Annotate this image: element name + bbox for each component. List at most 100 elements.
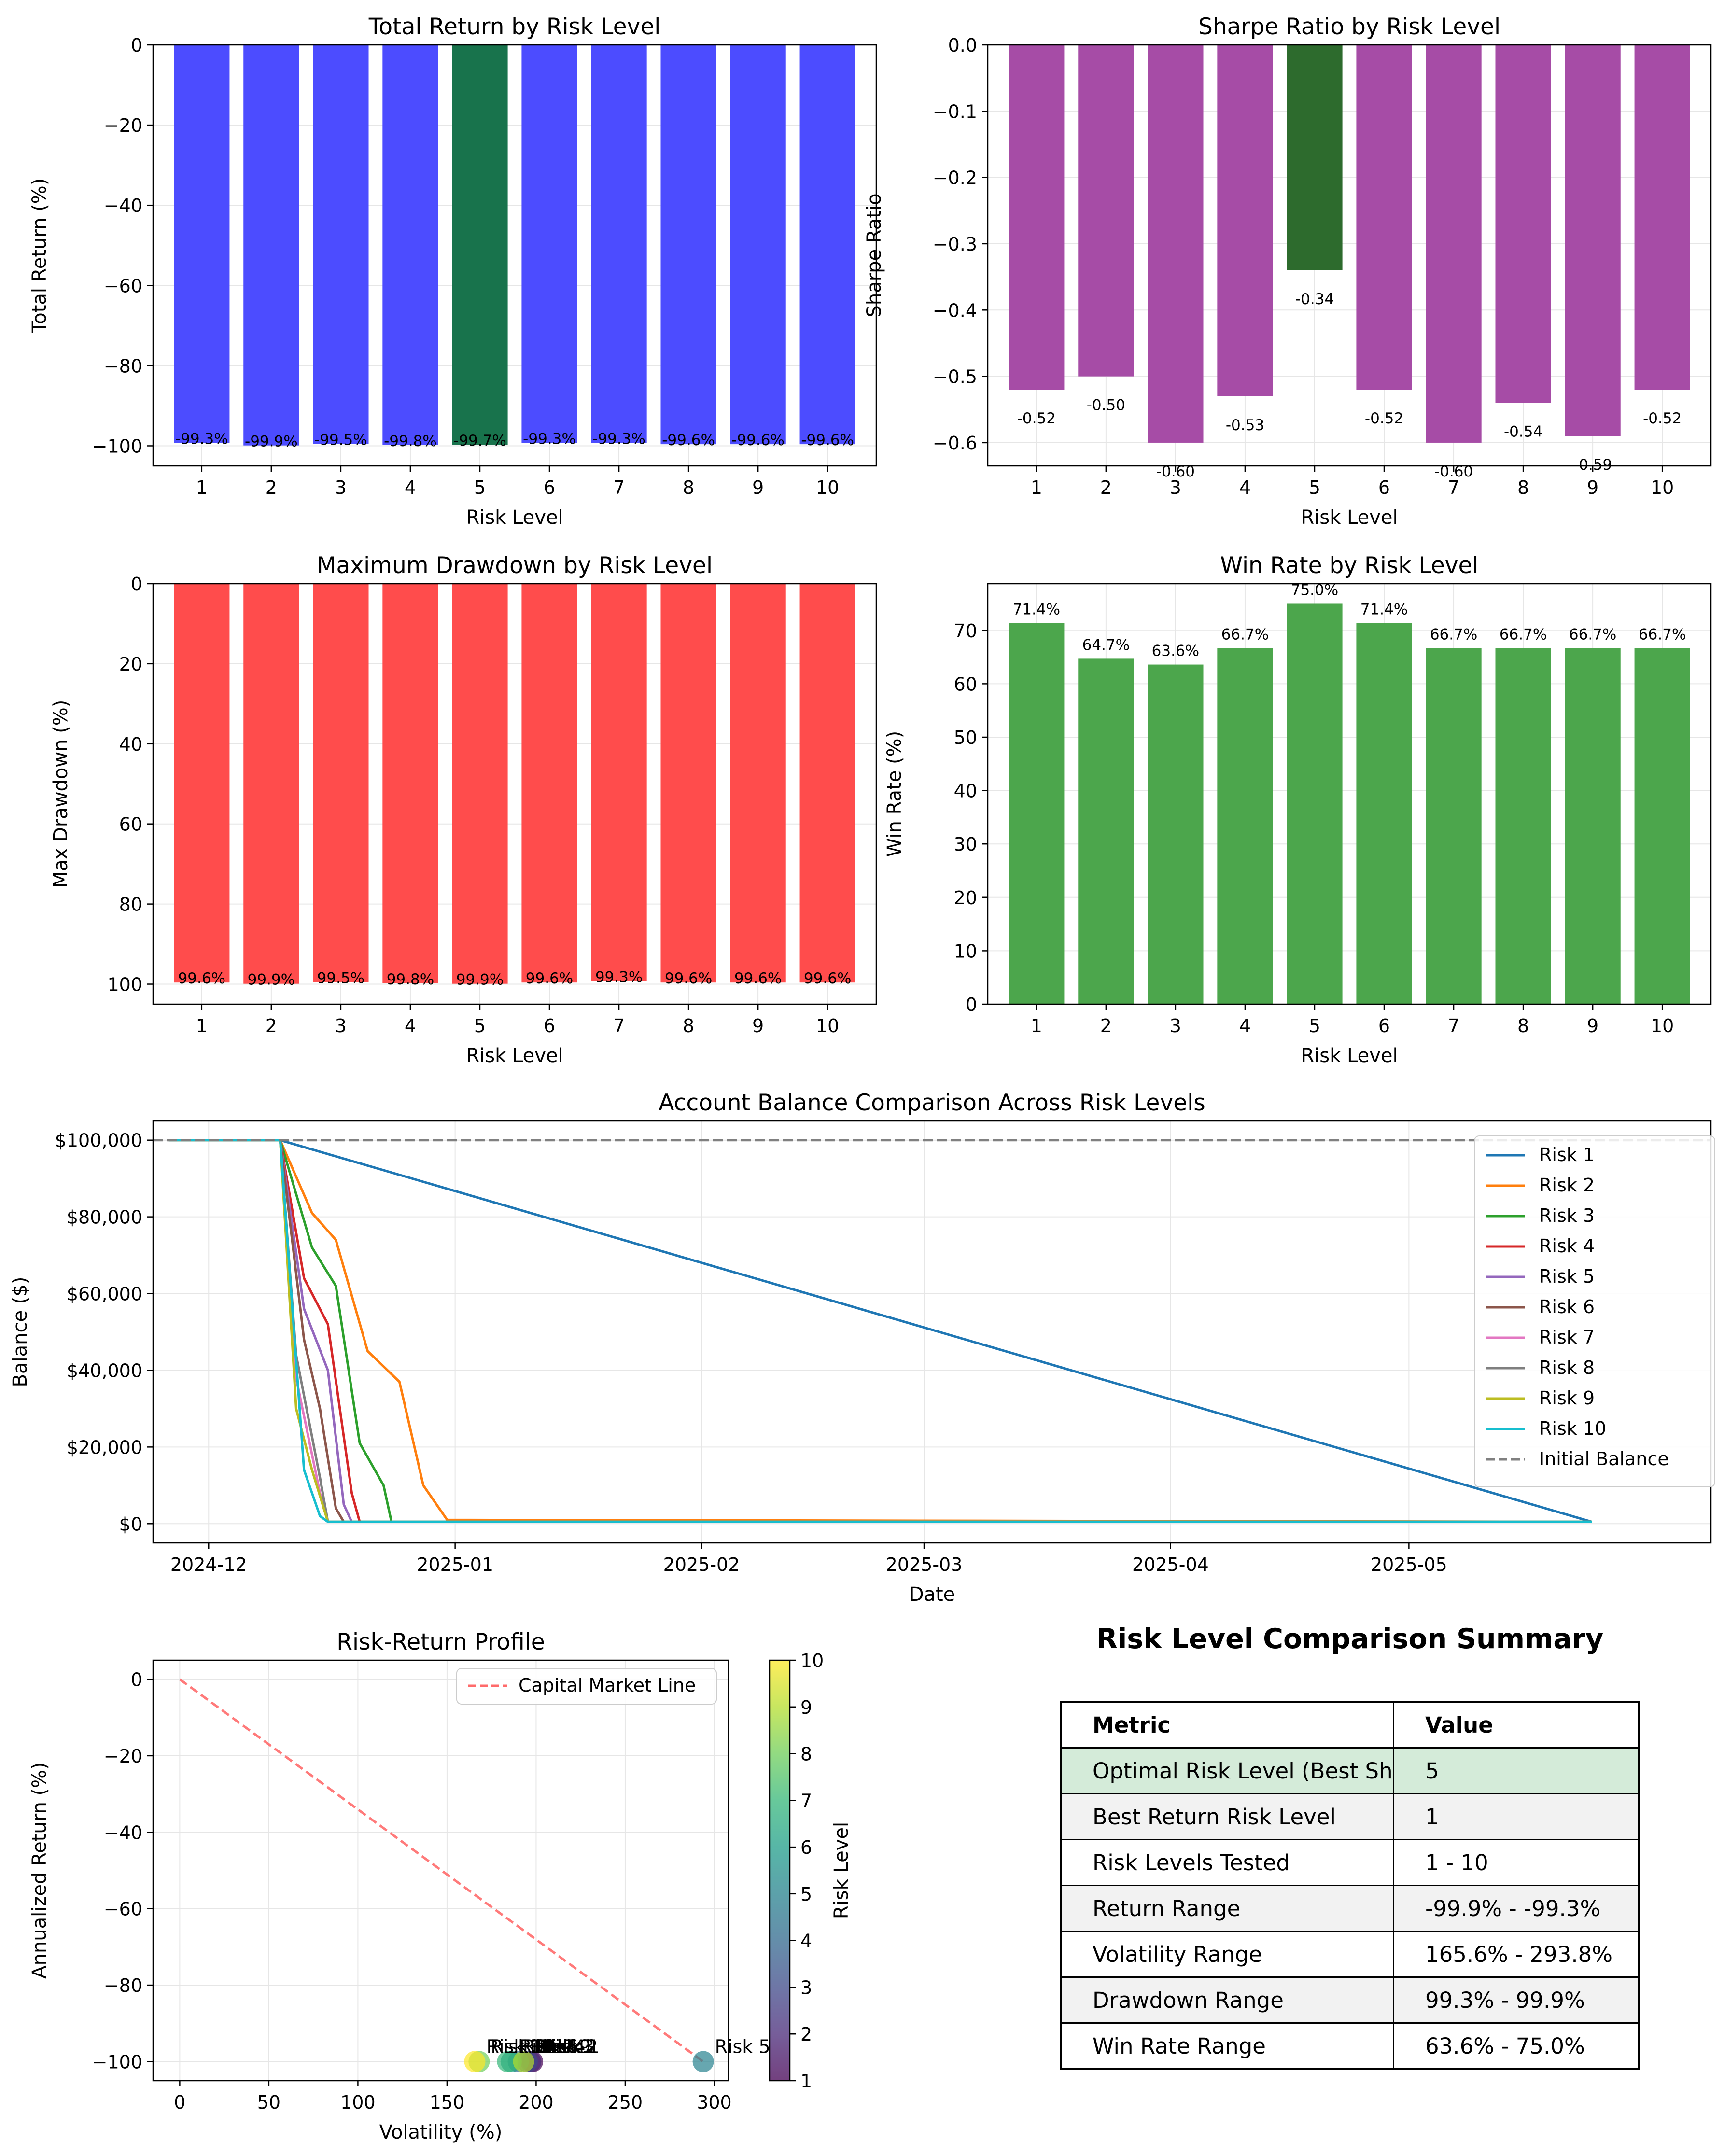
bar bbox=[1217, 45, 1273, 396]
y-tick-label: $20,000 bbox=[67, 1437, 142, 1458]
x-tick-label: 4 bbox=[405, 1015, 416, 1036]
series-line bbox=[168, 1139, 1592, 1523]
x-tick-label: 7 bbox=[1448, 1015, 1459, 1036]
y-tick-label: −0.6 bbox=[933, 433, 977, 454]
summary-row: Best Return Risk Level 1 bbox=[1060, 1793, 1640, 1840]
data-label: -99.8% bbox=[384, 433, 437, 450]
bar bbox=[452, 584, 508, 984]
y-tick-label: −60 bbox=[104, 1899, 142, 1920]
x-tick-label: 2 bbox=[1100, 477, 1112, 498]
series-line bbox=[168, 1139, 1592, 1523]
plot-frame bbox=[987, 44, 1712, 467]
summary-panel: Risk Level Comparison Summary Metric Val… bbox=[1060, 1622, 1640, 2070]
colorbar-tick-label: 4 bbox=[800, 1931, 812, 1952]
drawdown-chart: 0 20 40 60 80 100 99.6% 99.9% 99.5% 99.8% 99.9% 99.… bbox=[50, 552, 877, 1067]
chart-title: Account Balance Comparison Across Risk L… bbox=[659, 1090, 1205, 1116]
data-label: -99.6% bbox=[801, 432, 854, 449]
x-tick-label: 2024-12 bbox=[170, 1554, 247, 1575]
x-axis-label: Volatility (%) bbox=[379, 2121, 503, 2143]
point-label: Risk 2 bbox=[542, 2036, 598, 2057]
bar bbox=[452, 45, 508, 445]
colorbar-tick-label: 2 bbox=[800, 2024, 812, 2045]
bar bbox=[1356, 623, 1412, 1004]
bar bbox=[1565, 648, 1621, 1004]
y-tick-label: 50 bbox=[954, 727, 977, 748]
colorbar-label: Risk Level bbox=[830, 1822, 853, 1919]
x-axis-label: Date bbox=[909, 1583, 955, 1606]
legend-label: Risk 1 bbox=[1539, 1144, 1595, 1165]
summary-metric: Optimal Risk Level (Best Sharpe) bbox=[1060, 1747, 1394, 1794]
x-tick-label: 1 bbox=[196, 477, 208, 498]
x-tick-label: 4 bbox=[1239, 477, 1251, 498]
bar bbox=[1426, 45, 1482, 443]
data-label: -99.7% bbox=[453, 432, 506, 449]
x-tick-label: 8 bbox=[683, 1015, 694, 1036]
y-tick-label: 0.0 bbox=[948, 35, 977, 56]
y-tick-label: −100 bbox=[92, 2051, 142, 2072]
summary-row: Risk Levels Tested 1 - 10 bbox=[1060, 1839, 1640, 1886]
x-tick-label: 2 bbox=[1100, 1015, 1112, 1036]
series-line bbox=[168, 1139, 1592, 1523]
bar bbox=[1009, 45, 1065, 390]
legend-label: Risk 5 bbox=[1539, 1266, 1595, 1287]
x-tick-label: 3 bbox=[1170, 1015, 1181, 1036]
data-label: 66.7% bbox=[1500, 626, 1547, 643]
x-axis-label: Risk Level bbox=[1301, 1045, 1398, 1067]
x-tick-label: 3 bbox=[335, 477, 347, 498]
x-tick-label: 10 bbox=[816, 1015, 839, 1036]
chart-title: Risk-Return Profile bbox=[336, 1629, 545, 1655]
bar bbox=[243, 45, 299, 446]
bar bbox=[174, 584, 230, 983]
total_return-chart: 0 −20 −40 −60 −80 −100 -99.3% -99.9% -99.5% -99.8… bbox=[28, 14, 877, 529]
summary-row: Return Range -99.9% - -99.3% bbox=[1060, 1885, 1640, 1932]
data-label: 99.6% bbox=[526, 970, 573, 987]
bar bbox=[1148, 664, 1204, 1004]
legend-label: Risk 6 bbox=[1539, 1296, 1595, 1317]
y-tick-label: $60,000 bbox=[67, 1284, 142, 1305]
bar bbox=[1078, 658, 1134, 1004]
data-label: 99.9% bbox=[456, 971, 504, 989]
point-label: Risk 10 bbox=[486, 2036, 553, 2057]
y-tick-label: 0 bbox=[131, 35, 142, 56]
data-label: 75.0% bbox=[1291, 581, 1338, 599]
y-tick-label: 10 bbox=[954, 940, 977, 962]
data-label: 99.6% bbox=[665, 970, 712, 987]
bar bbox=[382, 584, 438, 983]
y-tick-label: −60 bbox=[104, 275, 142, 296]
legend-label: Risk 9 bbox=[1539, 1387, 1595, 1409]
bar bbox=[521, 45, 577, 443]
data-label: -0.53 bbox=[1226, 417, 1264, 434]
bar bbox=[1426, 648, 1482, 1004]
data-label: -99.5% bbox=[314, 431, 367, 448]
summary-metric: Risk Levels Tested bbox=[1060, 1839, 1394, 1886]
summary-row: Win Rate Range 63.6% - 75.0% bbox=[1060, 2022, 1640, 2070]
series-line bbox=[168, 1139, 1592, 1523]
y-tick-label: $80,000 bbox=[67, 1207, 142, 1228]
y-tick-label: −80 bbox=[104, 355, 142, 377]
x-tick-label: 1 bbox=[1031, 477, 1042, 498]
bar bbox=[313, 584, 369, 982]
bar bbox=[521, 584, 577, 983]
y-tick-label: 0 bbox=[131, 574, 142, 595]
bar bbox=[1078, 45, 1134, 377]
sharpe-chart: 0.0 −0.1 −0.2 −0.3 −0.4 −0.5 −0.6 -0.52 -0.50 -0.… bbox=[863, 14, 1712, 529]
point-label: Risk 9 bbox=[535, 2036, 591, 2057]
y-tick-label: −20 bbox=[104, 115, 142, 136]
summary-table: Metric Value Optimal Risk Level (Best Sh… bbox=[1060, 1701, 1640, 2070]
bar bbox=[799, 45, 855, 445]
x-tick-label: 300 bbox=[697, 2092, 732, 2113]
data-label: -99.3% bbox=[523, 431, 576, 448]
scatter-point bbox=[513, 2051, 534, 2072]
bar bbox=[1495, 648, 1551, 1004]
legend-label: Risk 2 bbox=[1539, 1175, 1595, 1196]
y-tick-label: 40 bbox=[954, 781, 977, 802]
y-tick-label: 20 bbox=[954, 887, 977, 909]
x-tick-label: 10 bbox=[1651, 1015, 1674, 1036]
legend-label: Initial Balance bbox=[1539, 1448, 1669, 1470]
series-line bbox=[168, 1139, 1592, 1523]
data-label: 99.6% bbox=[178, 970, 225, 987]
summary-row: Optimal Risk Level (Best Sharpe) 5 bbox=[1060, 1747, 1640, 1794]
balance-chart: $0 $20,000 $40,000 $60,000 $80,000 $100,000 20… bbox=[9, 1090, 1715, 1606]
y-tick-label: 80 bbox=[119, 894, 142, 915]
data-label: -0.52 bbox=[1017, 410, 1056, 427]
